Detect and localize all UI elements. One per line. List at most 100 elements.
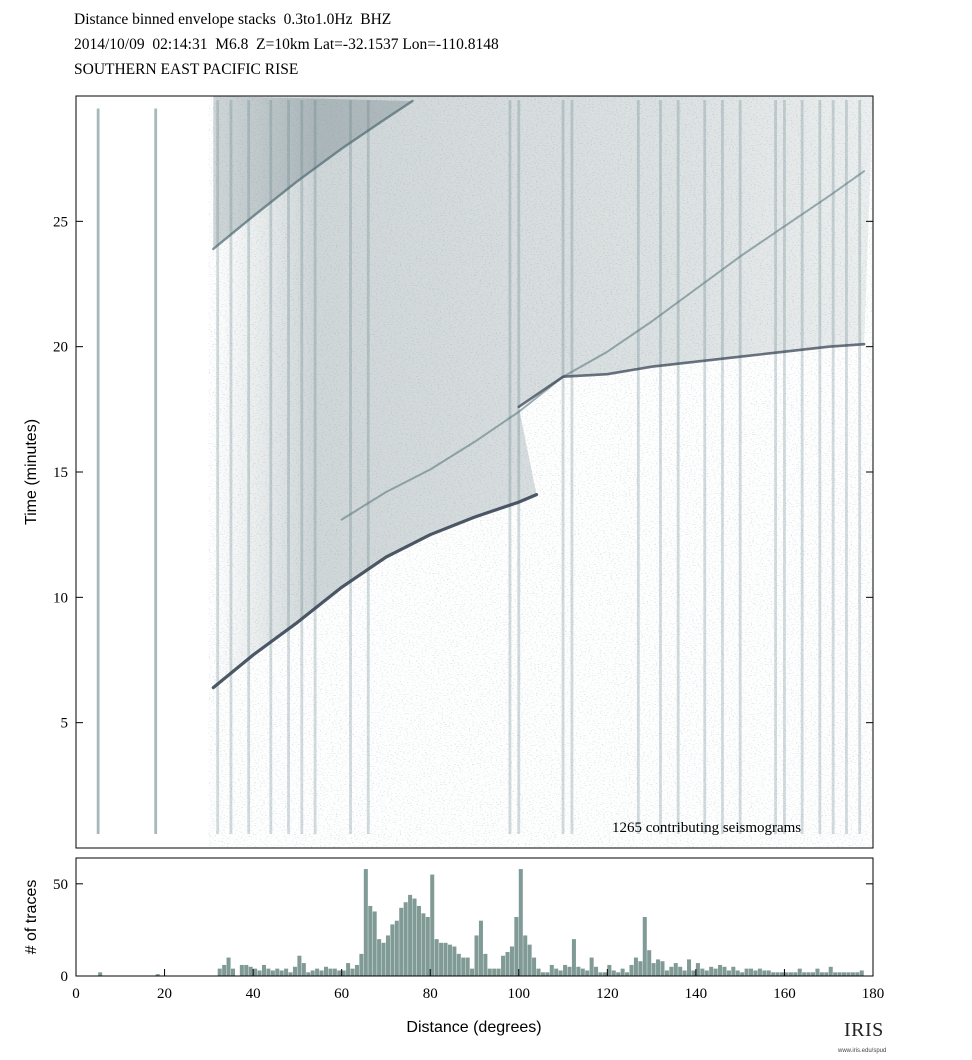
distance-bin-stripe	[561, 100, 565, 834]
histogram-bar	[328, 968, 333, 977]
distance-bin-stripe	[247, 100, 251, 834]
histogram-bars	[98, 869, 864, 977]
histogram-bar	[248, 966, 253, 976]
distance-bin-stripe	[774, 100, 777, 834]
histogram-bar	[372, 911, 377, 976]
histogram-bar	[633, 957, 638, 976]
histogram-bar	[850, 972, 855, 976]
y-tick-label: 15	[53, 465, 68, 481]
histogram-bar	[571, 939, 576, 977]
histogram-bar	[558, 970, 563, 976]
histogram-bar	[337, 970, 342, 976]
histogram-bar	[496, 968, 501, 977]
histogram-bar	[434, 939, 439, 977]
histogram-bar	[306, 972, 311, 976]
histogram-bar	[549, 964, 554, 976]
distance-bin-stripe	[858, 100, 862, 834]
distance-bin-stripe	[517, 100, 521, 834]
histogram-bar	[682, 970, 687, 976]
histogram-bar	[483, 953, 488, 977]
histogram-bar	[394, 920, 399, 976]
heatmap-stripes	[96, 100, 862, 835]
iris-logo-text: IRIS	[844, 1019, 884, 1041]
histogram-bar	[447, 944, 452, 976]
histogram-bar	[691, 970, 696, 976]
histogram-bar	[363, 869, 368, 976]
histogram-bar	[323, 966, 328, 976]
histogram-bar	[669, 966, 674, 976]
histogram-bar	[532, 957, 537, 976]
histogram-bar	[301, 963, 306, 976]
histogram-bar	[700, 968, 705, 977]
distance-bin-stripe	[96, 108, 100, 835]
histogram-bar	[310, 970, 315, 976]
x-tick-label: 140	[685, 986, 708, 1002]
y-tick-label: 0	[61, 969, 69, 985]
histogram-bar	[261, 964, 266, 976]
histogram-bar	[523, 935, 528, 976]
histogram-bar	[474, 935, 479, 976]
histogram-bar	[638, 961, 643, 976]
histogram-bar	[797, 968, 802, 977]
histogram-bar	[155, 974, 160, 976]
histogram-bar	[244, 964, 249, 976]
histogram-bar	[695, 963, 700, 976]
histogram-bar	[842, 972, 847, 976]
histogram-bar	[292, 966, 297, 976]
distance-bin-stripe	[269, 100, 273, 834]
histogram-bar	[257, 970, 262, 976]
distance-bin-stripe	[229, 100, 233, 834]
histogram-bar	[749, 968, 754, 977]
histogram-bar	[811, 972, 816, 976]
histogram-y-axis: 0 50	[53, 877, 873, 985]
histogram-bar	[478, 920, 483, 976]
heatmap-y-label: Time (minutes)	[23, 419, 40, 525]
histogram-bar	[439, 942, 444, 976]
histogram-bar	[598, 972, 603, 976]
histogram-bar	[824, 972, 829, 976]
histogram-bar	[704, 970, 709, 976]
histogram-bar	[98, 972, 103, 976]
histogram-bar	[315, 968, 320, 977]
histogram-bar	[784, 972, 789, 976]
histogram-bar	[740, 972, 745, 976]
histogram-bar	[846, 972, 851, 976]
histogram-bar	[253, 968, 258, 977]
histogram-bar	[527, 944, 532, 976]
trace-count-note: 1265 contributing seismograms	[612, 820, 801, 836]
histogram-bar	[536, 968, 541, 977]
histogram-bar	[780, 972, 785, 976]
histogram-bar	[576, 966, 581, 976]
histogram-bar	[514, 917, 519, 976]
chart-title: Distance binned envelope stacks 0.3to1.0…	[74, 11, 392, 28]
histogram-bar	[297, 955, 302, 976]
histogram-bar	[341, 970, 346, 976]
iris-logo: IRIS www.iris.edu/spud	[836, 1016, 900, 1056]
histogram-bar	[673, 963, 678, 976]
histogram-bar	[288, 972, 293, 976]
histogram-bar	[815, 968, 820, 977]
x-tick-label: 100	[508, 986, 531, 1002]
histogram-bar	[266, 968, 271, 977]
arrival-curve-pp	[340, 170, 866, 521]
histogram-bar	[412, 898, 417, 976]
distance-bin-stripe	[366, 100, 370, 834]
distance-bin-stripe	[508, 100, 512, 834]
distance-bin-stripe	[570, 100, 574, 834]
histogram-bar	[368, 905, 373, 976]
histogram-bar	[762, 970, 767, 976]
histogram-bar	[399, 907, 404, 976]
histogram-bar	[802, 972, 807, 976]
histogram-bar	[585, 970, 590, 976]
histogram-bar	[625, 972, 630, 976]
histogram-bar	[390, 924, 395, 977]
histogram-bar	[505, 952, 510, 976]
histogram-bar	[806, 972, 811, 976]
histogram-bar	[709, 966, 714, 976]
distance-bin-stripe	[636, 100, 640, 834]
histogram-bar	[456, 953, 461, 977]
histogram-bar	[855, 972, 860, 976]
histogram-bar	[731, 966, 736, 976]
histogram-bar	[425, 917, 430, 976]
distance-bin-stripe	[287, 100, 290, 834]
